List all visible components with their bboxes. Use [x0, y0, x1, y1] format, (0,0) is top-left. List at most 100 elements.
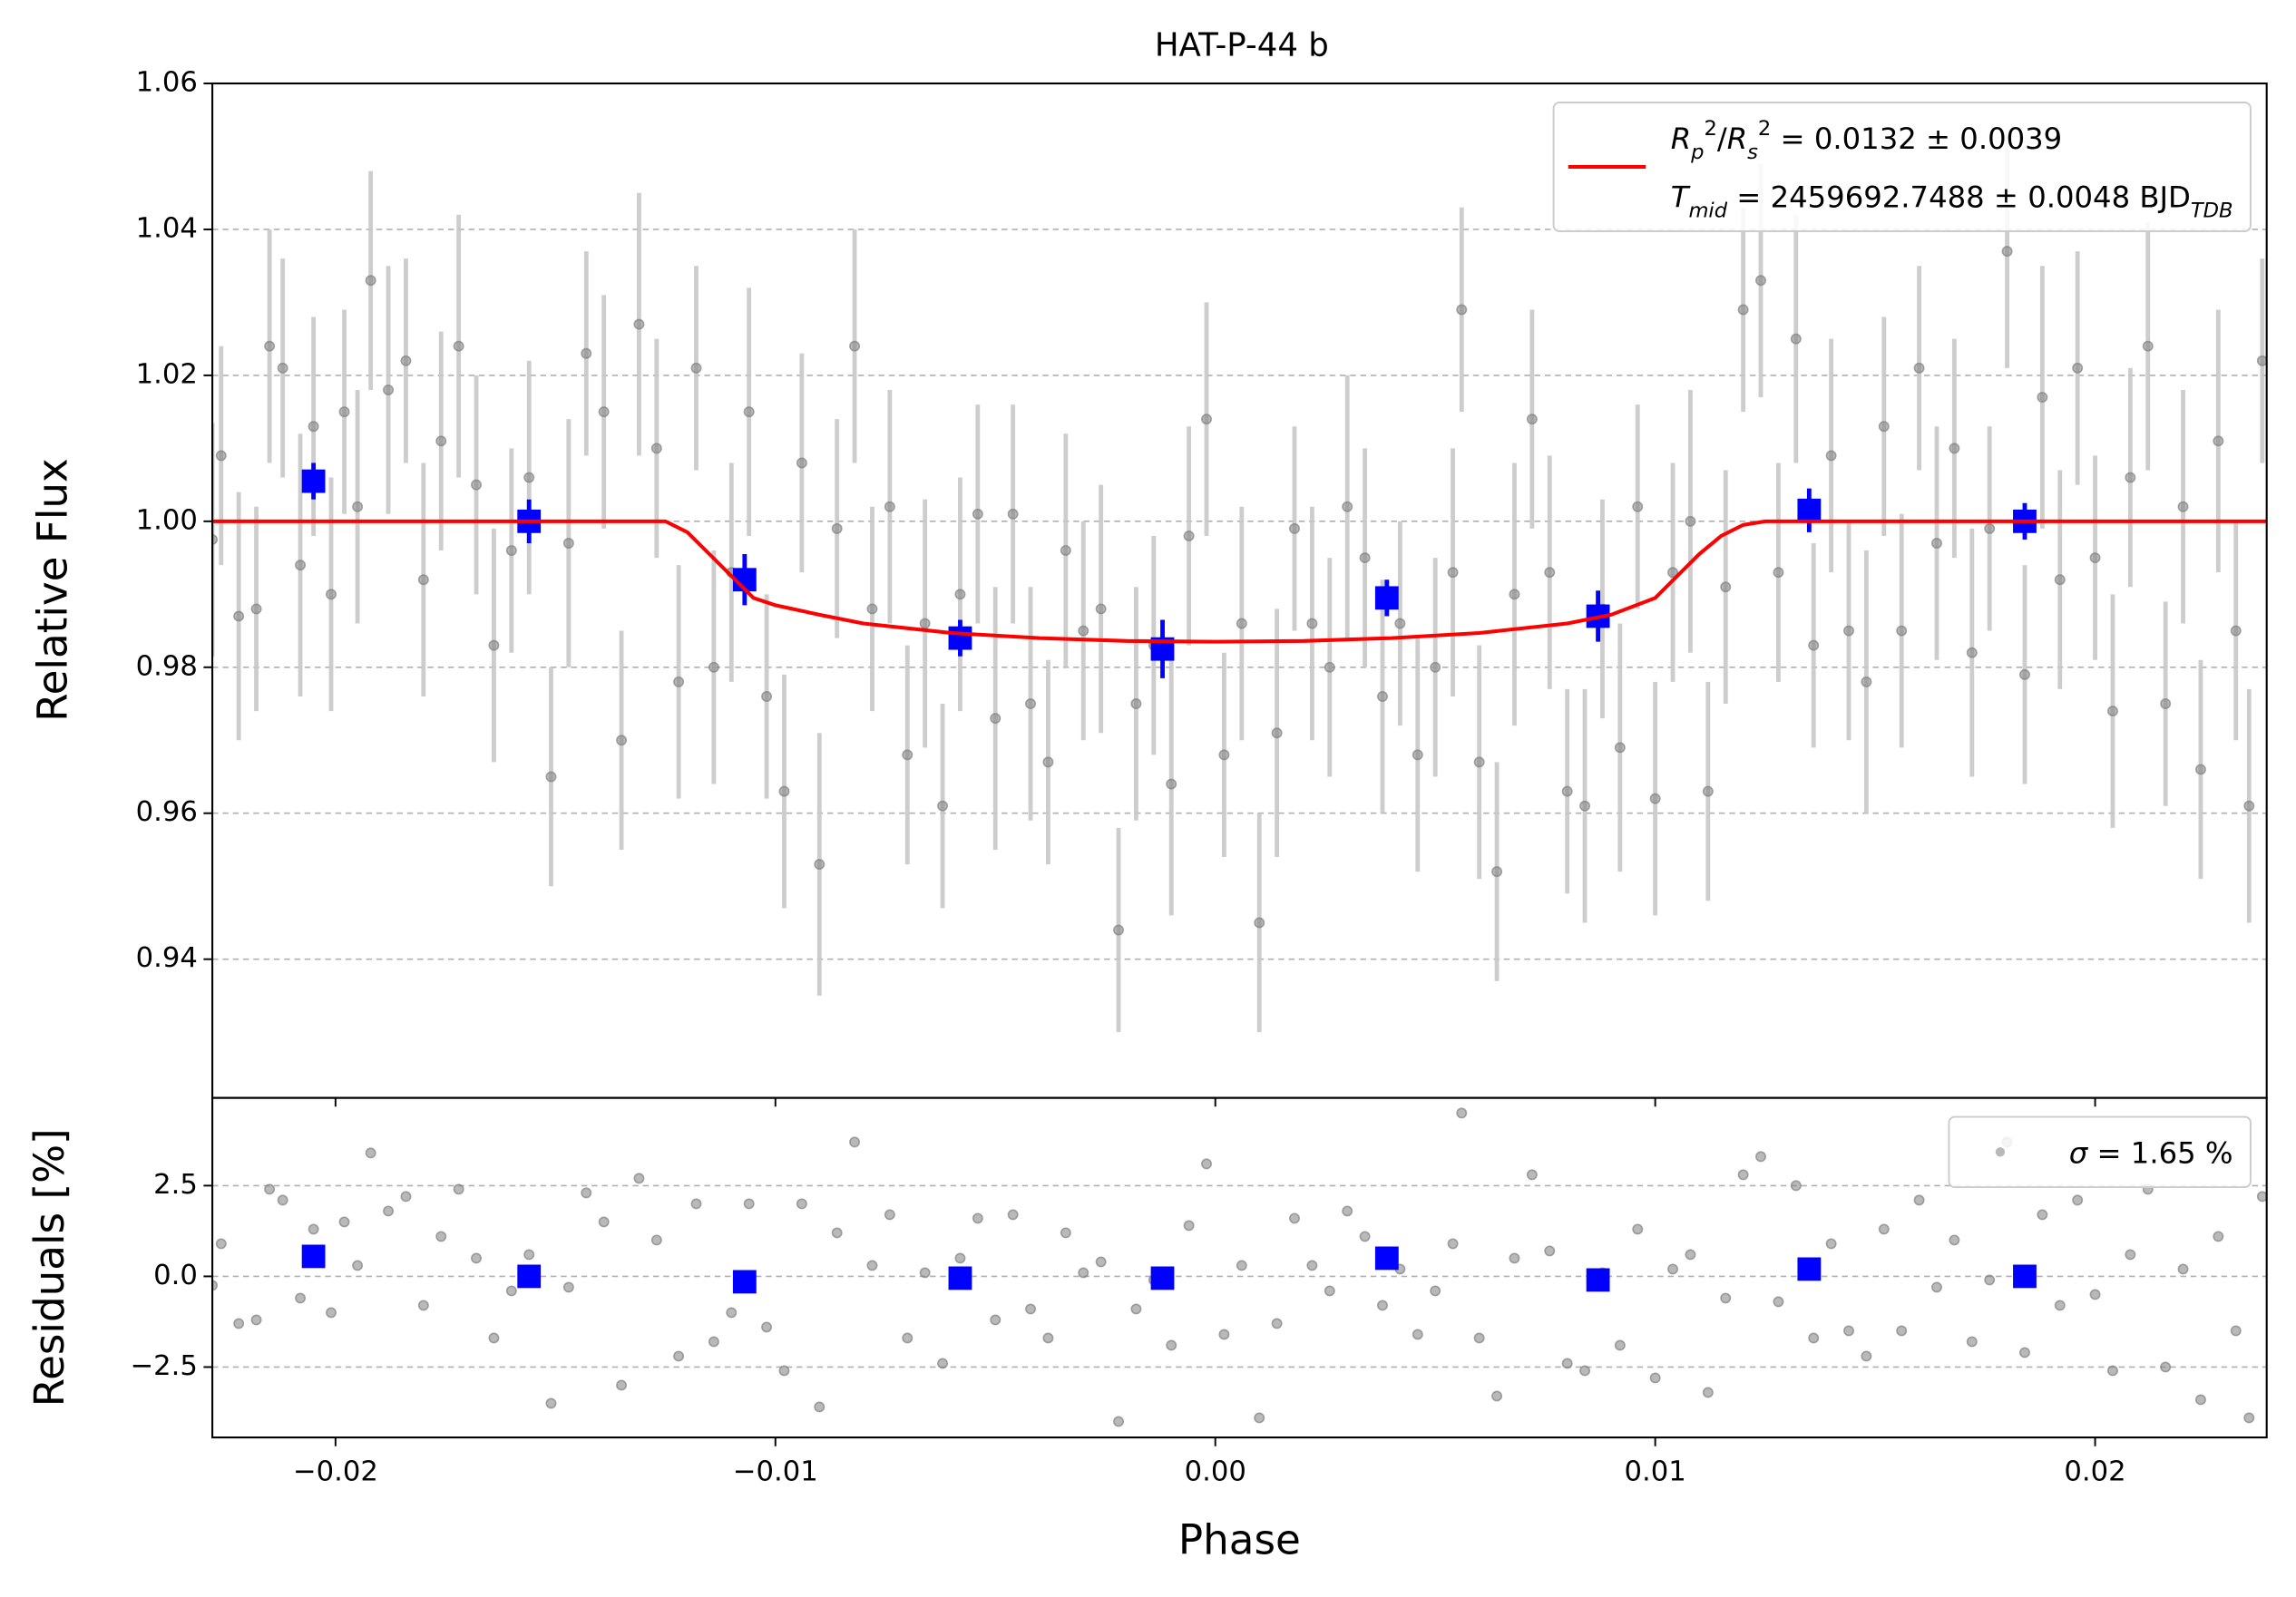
data-point	[598, 1216, 610, 1228]
data-point	[1377, 1300, 1388, 1311]
data-point	[488, 639, 500, 651]
data-point	[417, 574, 429, 586]
data-point	[1931, 1281, 1942, 1293]
data-point	[1166, 778, 1177, 790]
data-point	[1561, 785, 1573, 797]
data-point	[2230, 1325, 2242, 1337]
data-point	[1201, 414, 1212, 425]
data-point	[1342, 501, 1353, 512]
data-point	[1966, 647, 1978, 658]
data-point	[1042, 756, 1054, 768]
data-point	[1394, 618, 1406, 629]
data-point	[277, 362, 288, 374]
data-point	[326, 589, 337, 600]
data-point	[417, 1300, 429, 1311]
data-point	[598, 406, 610, 418]
data-point	[1702, 1387, 1714, 1398]
data-point	[902, 749, 914, 761]
data-point	[954, 589, 966, 600]
data-point	[1667, 567, 1679, 579]
data-point	[505, 1285, 517, 1297]
data-point	[616, 1379, 628, 1391]
data-point	[383, 385, 395, 395]
data-point	[690, 1198, 702, 1210]
data-point	[1720, 581, 1732, 593]
data-point	[2054, 1300, 2066, 1311]
data-point	[1984, 1274, 1996, 1286]
data-point	[2001, 246, 2013, 258]
data-point	[2037, 392, 2048, 404]
data-point	[1236, 1260, 1247, 1271]
data-point	[743, 1198, 755, 1210]
data-point	[1966, 1336, 1978, 1348]
binned-point	[948, 626, 972, 650]
data-point	[2142, 340, 2154, 352]
data-point	[650, 443, 662, 454]
data-point	[743, 406, 755, 418]
data-point	[1649, 793, 1661, 804]
data-point	[523, 1249, 535, 1261]
data-point	[1720, 1292, 1732, 1304]
data-point	[778, 785, 790, 797]
data-point	[616, 735, 628, 746]
data-point	[708, 1336, 719, 1348]
data-point	[1861, 676, 1872, 687]
legend-text-part: = 2459692.7488 ± 0.0048 BJD	[1727, 180, 2191, 215]
data-point	[1509, 1252, 1520, 1264]
data-point	[831, 522, 843, 534]
legend-text-part: 2	[1704, 116, 1716, 140]
data-point	[581, 347, 592, 359]
data-point	[690, 362, 702, 374]
binned-point	[1374, 586, 1399, 610]
data-point	[2230, 625, 2242, 637]
y-axis-label: Relative Flux	[28, 458, 76, 722]
data-point	[1473, 1332, 1485, 1344]
data-point	[1113, 924, 1124, 936]
x-tick-label: 0.01	[1625, 1456, 1686, 1487]
data-point	[505, 545, 517, 557]
data-point	[1808, 1332, 1820, 1344]
data-point	[400, 1191, 412, 1203]
data-point	[866, 603, 878, 615]
data-point	[1078, 1267, 1089, 1279]
data-point	[1430, 1285, 1441, 1297]
y-tick-label: −2.5	[130, 1350, 197, 1382]
data-point	[215, 1238, 227, 1250]
legend-text-part: = 1.65 %	[2087, 1136, 2232, 1171]
data-point	[2177, 1263, 2189, 1275]
binned-point	[1586, 1268, 1610, 1292]
x-tick-label: 0.02	[2064, 1456, 2125, 1487]
plot-frame	[211, 1096, 2268, 1439]
data-point	[1913, 362, 1925, 374]
data-point	[2194, 1394, 2206, 1406]
data-point	[1491, 1390, 1503, 1402]
data-point	[1456, 304, 1468, 316]
data-point	[1430, 661, 1441, 673]
data-point	[338, 1216, 350, 1228]
data-point	[2106, 706, 2118, 717]
data-point	[545, 1397, 557, 1409]
data-point	[1447, 1238, 1459, 1250]
legend-text-part: R	[1671, 122, 1691, 156]
data-point	[2243, 800, 2255, 812]
data-point	[1218, 1329, 1230, 1340]
binned-point	[1374, 1246, 1399, 1271]
legend-box	[1552, 102, 2252, 232]
data-point	[1949, 1234, 1960, 1246]
y-tick-label: 0.94	[136, 942, 198, 974]
y-tick-label: 2.5	[153, 1169, 198, 1201]
data-point	[990, 1314, 1001, 1326]
legend-label: Tmid = 2459692.7488 ± 0.0048 BJDTDB	[1671, 180, 2233, 223]
data-point	[1201, 1158, 1212, 1170]
data-point	[796, 1198, 807, 1210]
y-tick-label: 0.98	[136, 650, 198, 682]
data-point	[1790, 1180, 1802, 1192]
binned-point	[732, 1270, 757, 1294]
legend-text-part: s	[1747, 140, 1758, 163]
data-point	[523, 472, 535, 483]
legend-text-part: = 0.0132 ± 0.0039	[1771, 122, 2062, 156]
data-point	[1271, 727, 1283, 739]
binned-point	[301, 1244, 326, 1269]
data-point	[352, 501, 364, 512]
data-point	[2213, 1231, 2224, 1242]
